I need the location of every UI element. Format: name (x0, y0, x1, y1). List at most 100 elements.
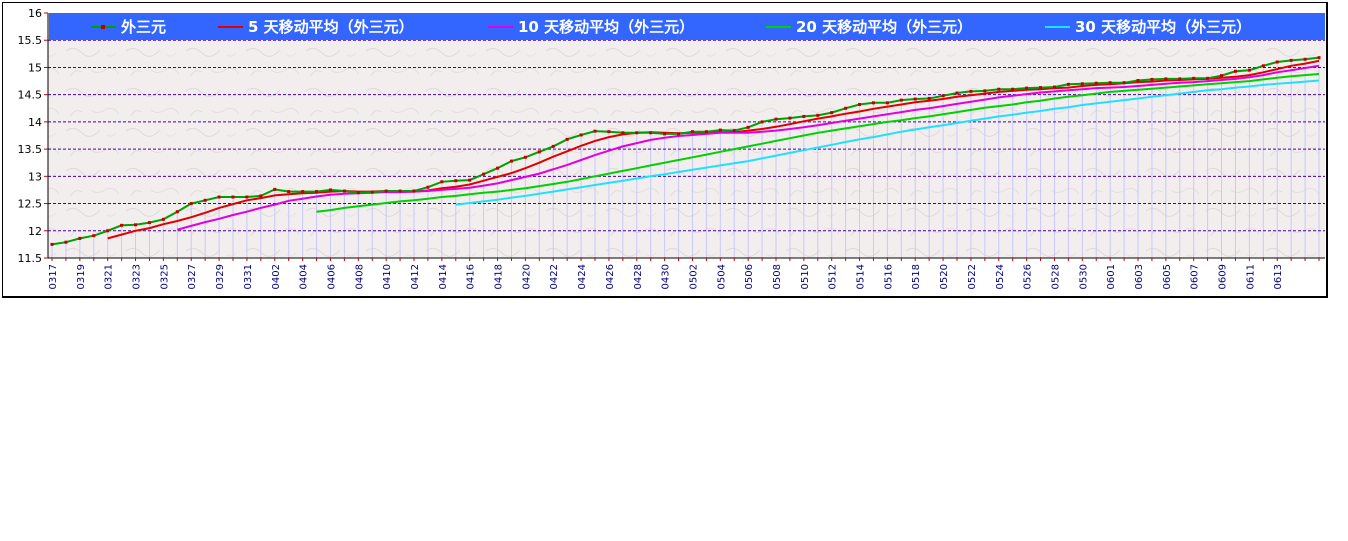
data-point (899, 98, 903, 102)
data-point (1108, 81, 1112, 85)
data-point (78, 236, 82, 240)
data-point (663, 132, 667, 136)
data-point (1150, 77, 1154, 81)
data-point (649, 131, 653, 135)
data-point (913, 97, 917, 101)
data-point (955, 91, 959, 95)
data-point (1094, 81, 1098, 85)
x-tick-label: 0605 (1162, 264, 1173, 289)
y-tick-label: 14 (28, 116, 42, 129)
y-tick-label: 12 (28, 225, 42, 238)
data-point (607, 130, 611, 134)
data-point (92, 234, 96, 238)
x-tick-label: 0520 (939, 264, 950, 289)
data-point (1206, 76, 1210, 80)
legend: 外三元 5 天移动平均（外三元） 10 天移动平均（外三元） 20 天移动平均（外三元… (91, 18, 1251, 36)
data-point (677, 132, 681, 136)
legend-marker (101, 25, 105, 29)
data-point (301, 190, 305, 194)
data-point (704, 130, 708, 134)
x-tick-label: 0516 (883, 264, 894, 289)
data-point (635, 131, 639, 135)
data-point (482, 172, 486, 176)
x-tick-label: 0323 (132, 264, 143, 289)
data-point (273, 187, 277, 191)
data-point (398, 189, 402, 193)
data-point (1080, 82, 1084, 86)
data-point (997, 87, 1001, 91)
x-tick-label: 0526 (1023, 264, 1034, 289)
x-tick-label: 0321 (104, 264, 115, 289)
y-tick-label: 13 (28, 170, 42, 183)
chart-frame: 外三元 5 天移动平均（外三元） 10 天移动平均（外三元） 20 天移动平均（外三元… (2, 2, 1328, 298)
data-point (551, 144, 555, 148)
gridlines (48, 39, 1325, 232)
x-tick-label: 0530 (1078, 264, 1089, 289)
data-point (1178, 77, 1182, 81)
data-point (287, 190, 291, 194)
data-point (537, 150, 541, 154)
fill-bars (51, 57, 1320, 258)
x-tick-label: 0402 (271, 264, 282, 289)
data-point (1233, 69, 1237, 73)
data-point (259, 194, 263, 198)
legend-label: 10 天移动平均（外三元） (518, 18, 694, 36)
data-point (147, 221, 151, 225)
series-line (316, 73, 1320, 213)
series-line (51, 56, 1320, 246)
data-point (412, 189, 416, 193)
data-point (579, 133, 583, 137)
x-tick-label: 0327 (187, 264, 198, 289)
x-tick-label: 0424 (577, 264, 588, 289)
chart-svg: 外三元 5 天移动平均（外三元） 10 天移动平均（外三元） 20 天移动平均（外三元… (18, 7, 1325, 289)
series-layer (50, 56, 1321, 246)
x-tick-label: 0410 (382, 264, 393, 289)
legend-label: 30 天移动平均（外三元） (1075, 18, 1251, 36)
x-tick-label: 0420 (521, 264, 532, 289)
data-point (830, 111, 834, 115)
x-tick-label: 0508 (772, 264, 783, 289)
data-point (871, 101, 875, 105)
data-point (1247, 68, 1251, 72)
x-tick-label: 0528 (1050, 264, 1061, 289)
data-point (134, 223, 138, 227)
data-point (1192, 76, 1196, 80)
x-tick-label: 0522 (967, 264, 978, 289)
data-point (816, 113, 820, 117)
x-tick-label: 0613 (1273, 264, 1284, 289)
data-point (315, 190, 319, 194)
x-tick-label: 0524 (995, 264, 1006, 289)
legend-label: 外三元 (120, 18, 166, 36)
data-point (189, 202, 193, 206)
data-point (718, 128, 722, 132)
data-point (1303, 57, 1307, 61)
x-tick-label: 0609 (1218, 264, 1229, 289)
x-tick-label: 0611 (1245, 264, 1256, 289)
x-tick-label: 0412 (410, 264, 421, 289)
data-point (1289, 58, 1293, 62)
legend-band (49, 13, 1325, 40)
x-tick-label: 0319 (76, 264, 87, 289)
data-point (941, 94, 945, 98)
data-point (384, 189, 388, 193)
x-tick-label: 0331 (243, 264, 254, 289)
data-point (1122, 81, 1126, 85)
legend-label: 20 天移动平均（外三元） (796, 18, 972, 36)
data-point (175, 210, 179, 214)
data-point (732, 129, 736, 133)
y-tick-label: 15.5 (18, 34, 43, 47)
x-tick-label: 0601 (1106, 264, 1117, 289)
x-tick-label: 0408 (354, 264, 365, 289)
x-tick-label: 0502 (688, 264, 699, 289)
x-tick-label: 0325 (159, 264, 170, 289)
data-point (64, 240, 68, 244)
data-point (1317, 56, 1321, 60)
data-point (621, 131, 625, 135)
x-tick-label: 0414 (438, 264, 449, 289)
data-point (161, 217, 165, 221)
y-tick-label: 12.5 (18, 198, 43, 211)
y-tick-label: 11.5 (18, 252, 43, 265)
data-point (426, 185, 430, 189)
data-point (1052, 85, 1056, 89)
data-point (1011, 87, 1015, 91)
